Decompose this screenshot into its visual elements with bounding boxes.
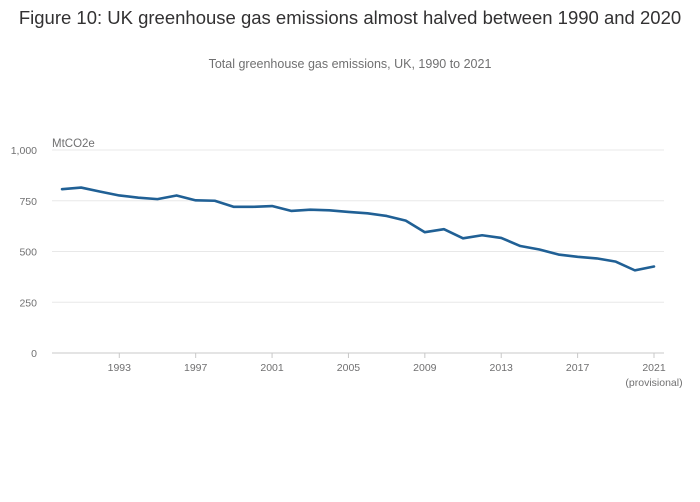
data-point[interactable] xyxy=(383,212,391,220)
data-point[interactable] xyxy=(440,225,448,233)
data-point[interactable] xyxy=(497,234,505,242)
x-tick-label: 2013 xyxy=(490,362,514,374)
data-point[interactable] xyxy=(211,197,219,205)
data-point[interactable] xyxy=(306,206,314,214)
x-tick-label: 1997 xyxy=(184,362,208,374)
y-tick-label: 500 xyxy=(19,247,37,259)
data-point[interactable] xyxy=(192,196,200,204)
data-point[interactable] xyxy=(77,184,85,192)
x-tick-label: 1993 xyxy=(108,362,132,374)
data-point[interactable] xyxy=(153,195,161,203)
data-point[interactable] xyxy=(96,188,104,196)
y-tick-label: 750 xyxy=(19,196,37,208)
data-point[interactable] xyxy=(115,191,123,199)
data-point[interactable] xyxy=(516,242,524,250)
data-point[interactable] xyxy=(402,217,410,225)
y-tick-label: 250 xyxy=(19,297,37,309)
data-point[interactable] xyxy=(459,234,467,242)
series-line[interactable] xyxy=(60,186,656,272)
data-point[interactable] xyxy=(612,258,620,266)
x-tick-label: 2021 xyxy=(642,362,666,374)
data-point[interactable] xyxy=(325,206,333,214)
data-point[interactable] xyxy=(134,194,142,202)
data-point[interactable] xyxy=(421,228,429,236)
data-point[interactable] xyxy=(574,253,582,261)
x-tick-label: 2017 xyxy=(566,362,590,374)
data-point[interactable] xyxy=(268,202,276,210)
data-point[interactable] xyxy=(555,251,563,259)
data-point[interactable] xyxy=(593,254,601,262)
data-point[interactable] xyxy=(631,266,639,274)
data-point[interactable] xyxy=(650,263,658,271)
y-axis-unit-label: MtCO2e xyxy=(52,138,95,150)
data-point[interactable] xyxy=(287,207,295,215)
data-point[interactable] xyxy=(249,203,257,211)
data-point[interactable] xyxy=(173,191,181,199)
chart-title: Figure 10: UK greenhouse gas emissions a… xyxy=(18,7,682,28)
x-tick-label: 2005 xyxy=(337,362,361,374)
y-tick-label: 1,000 xyxy=(11,145,37,157)
x-tick-label: 2009 xyxy=(413,362,437,374)
data-point[interactable] xyxy=(364,209,372,217)
data-point[interactable] xyxy=(535,245,543,253)
x-tick-note: (provisional) xyxy=(625,377,682,389)
data-point[interactable] xyxy=(58,185,66,193)
data-point[interactable] xyxy=(230,203,238,211)
data-point[interactable] xyxy=(344,208,352,216)
data-point[interactable] xyxy=(478,231,486,239)
y-tick-label: 0 xyxy=(31,348,37,360)
chart-subtitle: Total greenhouse gas emissions, UK, 1990… xyxy=(208,57,492,71)
x-tick-label: 2001 xyxy=(260,362,284,374)
